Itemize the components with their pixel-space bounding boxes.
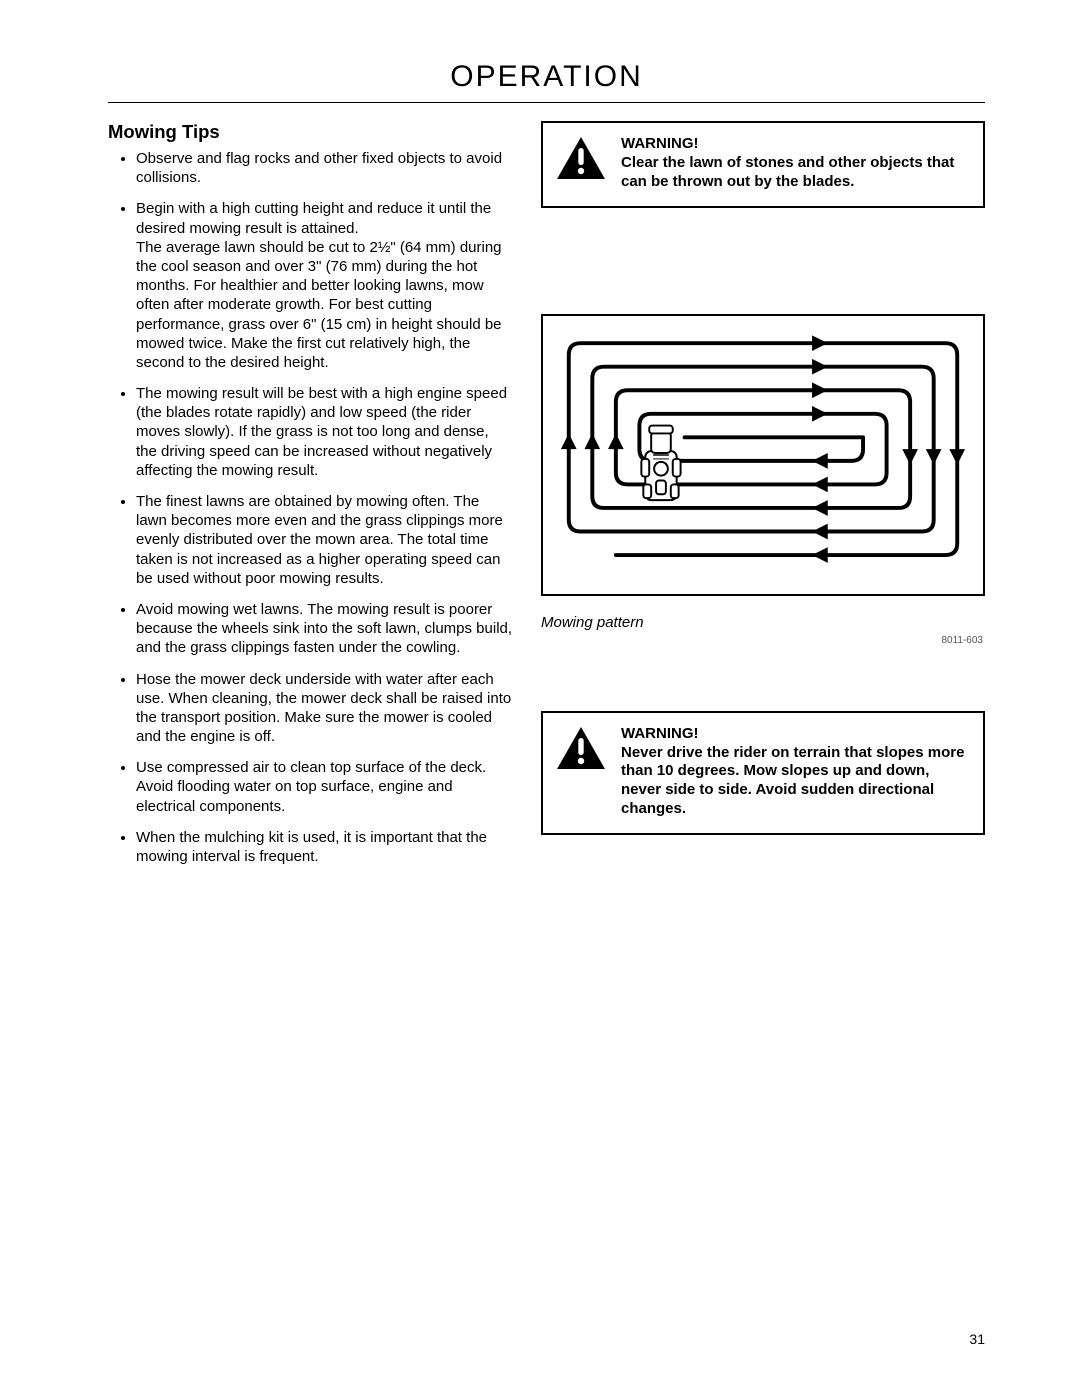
page: OPERATION Mowing Tips Observe and flag r… xyxy=(0,0,1080,1397)
list-item: Begin with a high cutting height and red… xyxy=(136,199,513,372)
warning-body: Never drive the rider on terrain that sl… xyxy=(621,744,971,819)
list-item: When the mulching kit is used, it is imp… xyxy=(136,828,513,866)
warning-icon xyxy=(555,135,607,181)
list-item: Use compressed air to clean top surface … xyxy=(136,758,513,816)
warning-box: WARNING! Clear the lawn of stones and ot… xyxy=(541,121,985,208)
list-item: The mowing result will be best with a hi… xyxy=(136,384,513,480)
tip-continuation: The average lawn should be cut to 2½" (6… xyxy=(136,238,513,372)
tip-text: Use compressed air to clean top surface … xyxy=(136,759,486,814)
warning-text: WARNING! Never drive the rider on terrai… xyxy=(621,725,971,819)
list-item: The finest lawns are obtained by mowing … xyxy=(136,492,513,588)
warning-body: Clear the lawn of stones and other objec… xyxy=(621,154,971,192)
warning-icon xyxy=(555,725,607,771)
section-heading: Mowing Tips xyxy=(108,121,513,143)
two-column-layout: Mowing Tips Observe and flag rocks and o… xyxy=(108,121,985,878)
warning-box: WARNING! Never drive the rider on terrai… xyxy=(541,711,985,835)
tip-text: Begin with a high cutting height and red… xyxy=(136,200,491,236)
title-rule xyxy=(108,102,985,103)
warning-title: WARNING! xyxy=(621,135,971,152)
diagram-code: 8011-603 xyxy=(941,635,983,646)
spacer xyxy=(541,631,985,711)
list-item: Hose the mower deck underside with water… xyxy=(136,670,513,747)
tips-list: Observe and flag rocks and other fixed o… xyxy=(108,149,513,866)
page-title: OPERATION xyxy=(108,60,985,94)
warning-title: WARNING! xyxy=(621,725,971,742)
tip-text: The finest lawns are obtained by mowing … xyxy=(136,493,503,587)
tip-text: The mowing result will be best with a hi… xyxy=(136,385,507,479)
diagram-caption: Mowing pattern xyxy=(541,614,985,631)
spacer xyxy=(541,208,985,314)
tip-text: Hose the mower deck underside with water… xyxy=(136,671,511,746)
rider-icon xyxy=(641,425,680,500)
list-item: Observe and flag rocks and other fixed o… xyxy=(136,149,513,187)
mowing-pattern-figure: 8011-603 Mowing pattern xyxy=(541,314,985,631)
tip-text: Observe and flag rocks and other fixed o… xyxy=(136,150,502,186)
diagram-frame xyxy=(541,314,985,596)
page-number: 31 xyxy=(969,1331,985,1347)
mowing-pattern-diagram xyxy=(557,330,969,580)
warning-text: WARNING! Clear the lawn of stones and ot… xyxy=(621,135,971,192)
right-column: WARNING! Clear the lawn of stones and ot… xyxy=(541,121,985,878)
left-column: Mowing Tips Observe and flag rocks and o… xyxy=(108,121,513,878)
tip-text: When the mulching kit is used, it is imp… xyxy=(136,829,487,865)
list-item: Avoid mowing wet lawns. The mowing resul… xyxy=(136,600,513,658)
tip-text: Avoid mowing wet lawns. The mowing resul… xyxy=(136,601,512,656)
